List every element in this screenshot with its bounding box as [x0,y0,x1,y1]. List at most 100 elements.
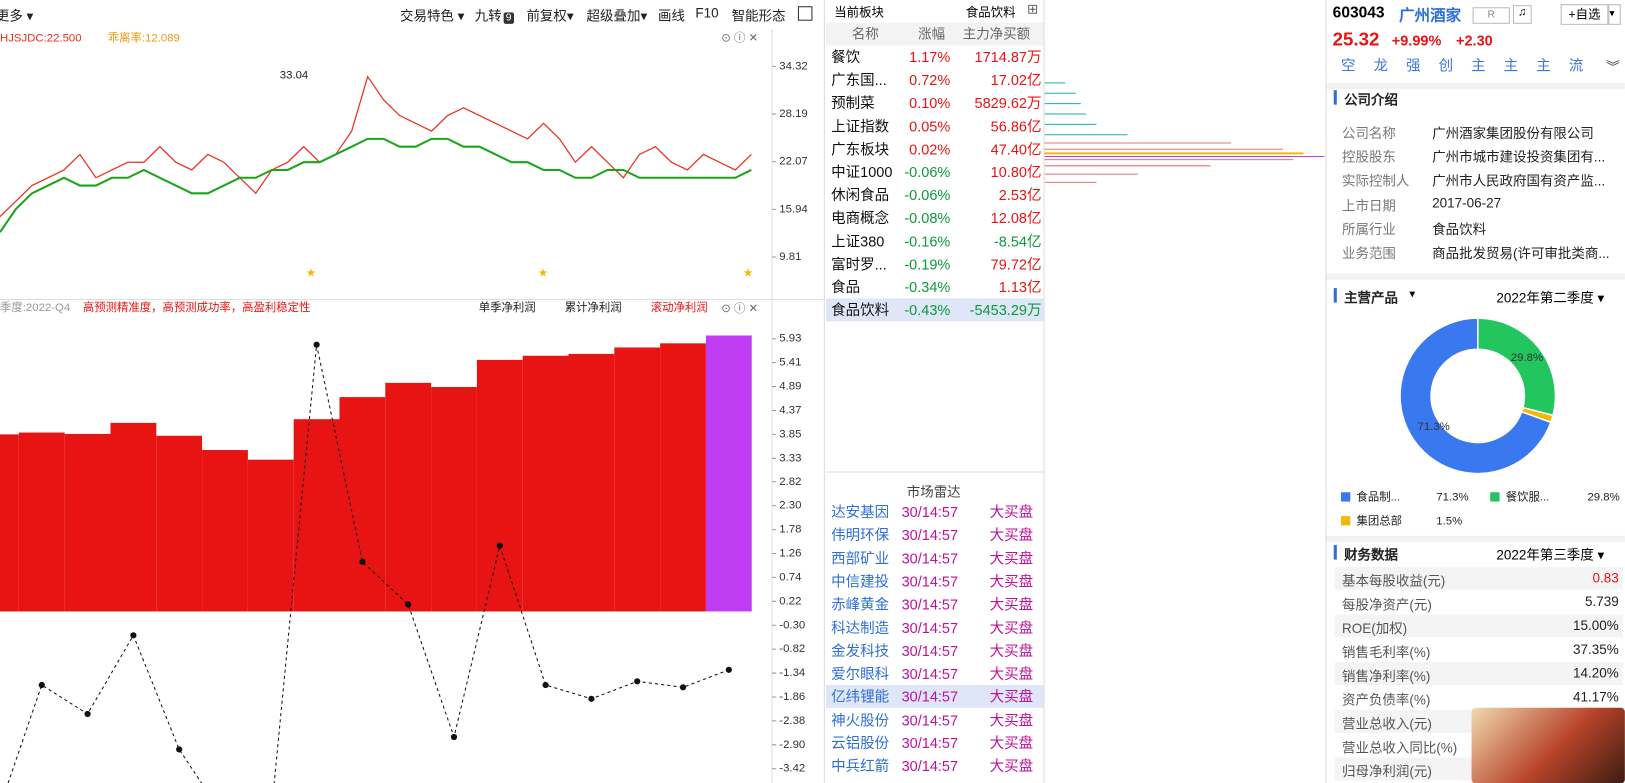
info-label: 实际控制人 [1342,173,1410,190]
sector-change: -0.19% [904,255,951,273]
icons[interactable]: ⊙ ⓘ ✕ [721,31,758,44]
sector-row[interactable]: 电商概念 -0.08% 12.08亿 [826,207,1044,230]
toolbar-item[interactable]: 智能形态 [732,5,786,25]
sector-row[interactable]: 餐饮 1.17% 1714.87万 [826,46,1044,69]
radar-name: 亿纬锂能 [831,688,890,706]
radar-name: 科达制造 [831,619,890,636]
expand[interactable]: ︾ [1606,59,1620,75]
info-value: 食品饮料 [1432,221,1487,238]
stock-tag[interactable]: 流 [1568,56,1584,74]
watch-menu[interactable]: ▾ [1608,4,1621,25]
sector-amount: 12.08亿 [990,209,1042,227]
radar-row[interactable]: 神火股份 30/14:57 大买盘 [826,709,1044,732]
sector-row[interactable]: 广东板块 0.02% 47.40亿 [826,138,1044,161]
sector-row[interactable]: 富时罗... -0.19% 79.72亿 [826,253,1044,276]
sector-amount: 1.13亿 [998,278,1042,296]
dropdown[interactable]: ▾ [1409,288,1416,301]
finance-value: 14.20% [1573,665,1619,681]
sector-name: 预制菜 [831,94,875,112]
finance-value: 0.83 [1592,569,1619,586]
toolbar-item[interactable]: 超级叠加▾ [586,8,648,24]
y-tick-label: 1.26 [779,548,801,560]
radar-row[interactable]: 中信建投 30/14:57 大买盘 [826,570,1044,593]
stock-tag[interactable]: 主 [1536,56,1551,74]
sector-amount: 47.40亿 [990,140,1042,158]
grid-icon[interactable]: ⊞ [1026,1,1039,17]
bar [0,434,19,612]
radar-kind: 大买盘 [989,596,1034,613]
legend-item[interactable]: 累计净利润 [565,300,622,314]
radar-row[interactable]: 爱尔眼科 30/14:57 大买盘 [826,662,1044,685]
sector-row[interactable]: 食品 -0.34% 1.13亿 [826,276,1044,299]
alert-button[interactable]: ♫ [1512,5,1532,24]
sector-row[interactable]: 广东国... 0.72% 17.02亿 [826,69,1044,92]
radar-row[interactable]: 伟明环保 30/14:57 大买盘 [826,524,1044,547]
stock-tag[interactable]: 龙 [1373,56,1389,74]
point [634,678,641,685]
pie-slice [1476,317,1557,417]
sector-row[interactable]: 中证1000 -0.06% 10.80亿 [826,161,1044,184]
price: 25.32 [1332,29,1380,50]
sector-row[interactable]: 上证380 -0.16% -8.54亿 [826,230,1044,253]
toolbar-item[interactable]: F10 [695,5,718,21]
sector-name: 上证指数 [831,117,890,135]
legend-item[interactable]: 单季净利润 [479,300,536,314]
stock-tag[interactable]: 强 [1406,56,1421,74]
volume-profile [1044,82,1325,183]
stock-tag[interactable]: 主 [1471,56,1486,74]
period-select[interactable]: 2022年第三季度 ▾ [1496,547,1605,563]
stock-tag[interactable]: 空 [1340,56,1356,74]
price-line [0,137,752,233]
separator [1326,535,1625,542]
period-select[interactable]: 2022年第二季度 ▾ [1496,290,1605,306]
toolbar-item[interactable]: 画线 [658,5,685,25]
stock-tag[interactable]: 主 [1503,56,1519,74]
radar-row[interactable]: 金发科技 30/14:57 大买盘 [826,639,1044,662]
radar-kind: 大买盘 [989,688,1034,706]
sector-name: 食品饮料 [831,301,890,319]
radar-row[interactable]: 科达制造 30/14:57 大买盘 [826,616,1044,639]
divider [825,471,1044,473]
legend-item[interactable]: 滚动净利润 [651,300,708,314]
chart-area: HJSJDC:22.500 乖离率:12.089 33.04 ⊙ ⓘ ✕ ★ ★… [0,29,824,783]
legend-label: 餐饮服... [1506,489,1550,503]
watch-button[interactable]: +自选 [1560,4,1609,25]
sector-row[interactable]: 预制菜 0.10% 5829.62万 [826,92,1044,115]
radar-row[interactable]: 西部矿业 30/14:57 大买盘 [826,547,1044,570]
radar-row[interactable]: 达安基因 30/14:57 大买盘 [826,501,1044,524]
icons[interactable]: ⊙ ⓘ ✕ [721,302,758,315]
column-header: 涨幅 [918,25,946,42]
finance-row: 每股净资产(元) 5.739 [1334,590,1623,614]
toolbar-item[interactable]: 交易特色 ▾ [400,8,465,24]
sector-panel: 当前板块 食品饮料 ⊞ 名称 涨幅 主力净买额 餐饮 1.17% 1714.87万广… [825,0,1044,332]
sector-row[interactable]: 食品饮料 -0.43% -5453.29万 [825,298,1044,322]
stock-tag[interactable]: 创 [1438,56,1454,74]
y-tick-label: 34.32 [779,60,807,72]
toolbar-item[interactable]: 前复权▾ [526,8,574,24]
finance-value: 15.00% [1573,617,1619,634]
y-tick-label: 0.22 [779,595,801,607]
finance-label: 归母净利润(元) [1342,763,1432,780]
radar-row[interactable]: 亿纬锂能 30/14:57 大买盘 [825,685,1044,709]
radar-row[interactable]: 赤峰黄金 30/14:57 大买盘 [826,593,1044,616]
info-value: 广州市人民政府国有资产监... [1432,173,1606,190]
radar-name: 达安基因 [831,503,890,521]
legend-value: 29.8% [1587,491,1619,503]
radar-row[interactable]: 云铝股份 30/14:57 大买盘 [826,732,1044,755]
y-tick-label: -1.34 [779,667,805,679]
toolbar-item[interactable]: 九转 9 [475,5,514,25]
legend-swatch [1490,492,1500,502]
high-label: 33.04 [280,70,308,82]
panel-toggle[interactable] [797,6,813,21]
sector-row[interactable]: 上证指数 0.05% 56.86亿 [826,115,1044,138]
radar-row[interactable]: 中兵红箭 30/14:57 大买盘 [826,755,1044,778]
ad-banner[interactable] [1471,707,1625,783]
sector-change: -0.43% [904,301,951,319]
point [725,666,732,673]
sector-row[interactable]: 休闲食品 -0.06% 2.53亿 [826,184,1044,207]
more-menu[interactable]: 更多 ▾ [0,5,33,25]
point [450,733,458,741]
marker: ★ [306,268,316,280]
sector-change: 0.05% [909,117,951,135]
